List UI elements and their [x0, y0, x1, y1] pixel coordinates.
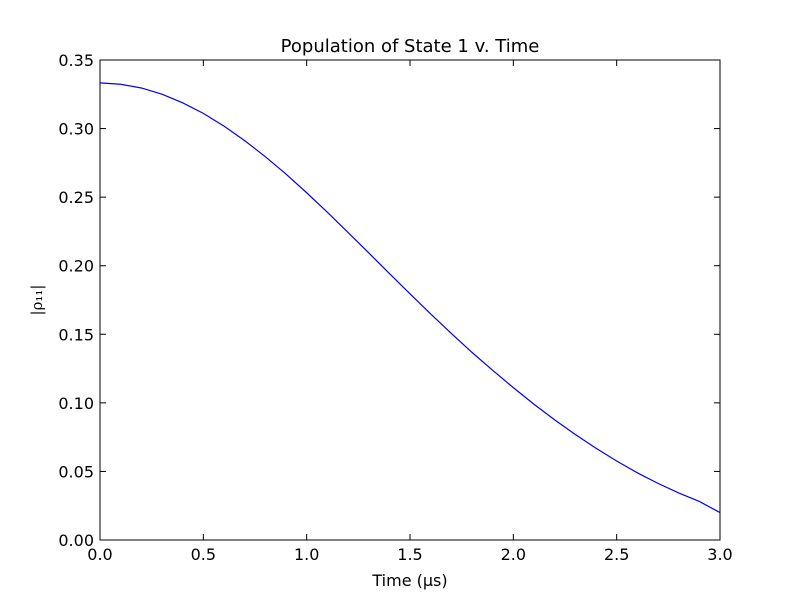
x-axis-label: Time (μs) — [371, 571, 447, 590]
y-tick-label: 0.35 — [58, 51, 94, 70]
y-tick-label: 0.15 — [58, 325, 94, 344]
y-tick-label: 0.30 — [58, 120, 94, 139]
y-tick-label: 0.25 — [58, 188, 94, 207]
series-curve-layer — [99, 82, 721, 514]
x-tick-label: 1.0 — [294, 545, 319, 564]
axis-tick-labels: 0.0 0.5 1.0 1.5 2.0 2.5 3.0 0.00 0.05 0.10 0.15 0.2… — [58, 51, 732, 564]
y-tick-label: 0.10 — [58, 394, 94, 413]
x-tick-label: 2.5 — [604, 545, 629, 564]
series-line-0 — [99, 82, 721, 514]
plot-frame — [99, 59, 721, 541]
x-tick-label: 3.0 — [707, 545, 732, 564]
y-tick-label: 0.00 — [58, 531, 94, 550]
x-tick-label: 1.5 — [397, 545, 422, 564]
axis-ticks — [99, 59, 721, 541]
x-tick-label: 0.5 — [191, 545, 216, 564]
y-tick-label: 0.20 — [58, 257, 94, 276]
chart-title: Population of State 1 v. Time — [281, 36, 540, 57]
y-tick-label: 0.05 — [58, 462, 94, 481]
x-tick-label: 2.0 — [501, 545, 526, 564]
y-axis-label: |ρ₁₁| — [28, 285, 46, 316]
x-tick-label: 0.0 — [87, 545, 112, 564]
